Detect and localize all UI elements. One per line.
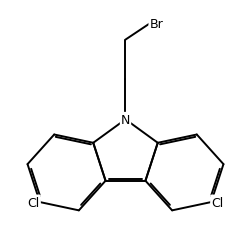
Text: N: N	[120, 113, 130, 126]
Text: Br: Br	[149, 18, 162, 31]
Text: Cl: Cl	[210, 196, 222, 209]
Text: Cl: Cl	[28, 196, 40, 209]
